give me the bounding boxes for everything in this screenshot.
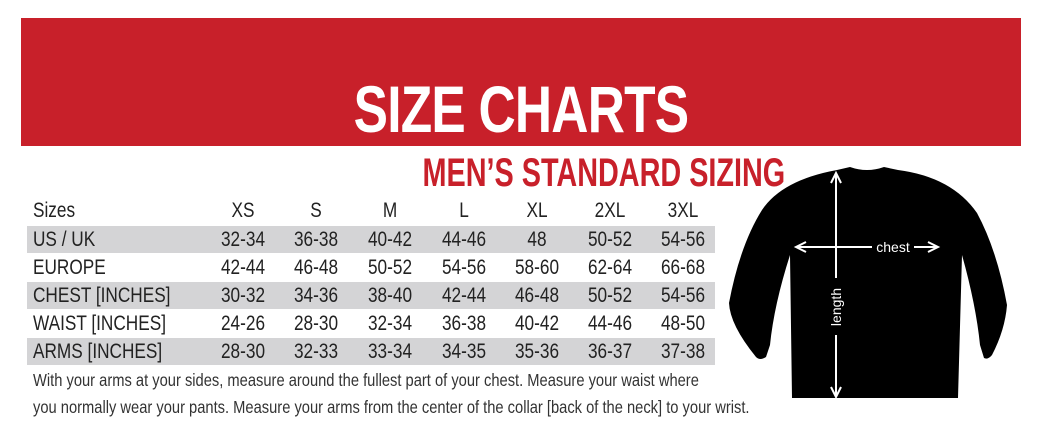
table-header-row: Sizes XS S M L XL 2XL 3XL [27,197,715,224]
table-cell: 42-44 [220,256,266,279]
table-row: CHEST [INCHES] 30-32 34-36 38-40 42-44 46-48 5… [27,282,715,309]
table-row: ARMS [INCHES] 28-30 32-33 33-34 34-35 35-36 36… [27,338,715,365]
table-cell: 48-50 [660,312,706,335]
shirt-diagram: chest length [729,167,1007,400]
table-cell: XS [231,199,255,222]
table-cell: 46-48 [293,256,339,279]
table-cell: 66-68 [660,256,706,279]
row-label: US / UK [33,228,96,251]
table-cell: 54-56 [660,284,706,307]
table-row: US / UK 32-34 36-38 40-42 44-46 48 50-52 54-56 [27,226,715,253]
table-cell: 40-42 [367,228,413,251]
chest-label: chest [876,239,910,255]
table-cell: 30-32 [220,284,266,307]
table-cell: 28-30 [220,340,266,363]
table-cell: 40-42 [514,312,560,335]
table-cell: 36-38 [441,312,487,335]
length-label: length [828,288,844,326]
table-cell: 37-38 [660,340,706,363]
row-label: WAIST [INCHES] [33,312,166,335]
table-cell: XL [526,199,548,222]
table-cell: M [382,199,398,222]
row-label: Sizes [33,199,76,222]
measure-arrows [793,170,941,400]
table-cell: 24-26 [220,312,266,335]
title-banner: SIZE CHARTS [21,18,1021,146]
table-cell: 36-38 [293,228,339,251]
note-line-2: you normally wear your pants. Measure yo… [33,397,750,417]
table-cell: 3XL [667,199,699,222]
table-cell: 50-52 [367,256,413,279]
table-cell: 34-35 [441,340,487,363]
table-cell: 54-56 [441,256,487,279]
table-cell: 36-37 [587,340,633,363]
subtitle-text: MEN’S STANDARD SIZING [422,151,786,195]
table-cell: 58-60 [514,256,560,279]
table-cell: 32-34 [220,228,266,251]
table-cell: 50-52 [587,284,633,307]
table-cell: 48 [527,228,547,251]
page-title: SIZE CHARTS [353,72,689,146]
table-cell: 46-48 [514,284,560,307]
shirt-silhouette [729,167,1007,398]
table-cell: 38-40 [367,284,413,307]
table-cell: 28-30 [293,312,339,335]
table-cell: 32-34 [367,312,413,335]
table-cell: 35-36 [514,340,560,363]
table-cell: 44-46 [587,312,633,335]
table-cell: 42-44 [441,284,487,307]
table-row: WAIST [INCHES] 24-26 28-30 32-34 36-38 40-42 4… [27,310,715,337]
note-line-1: With your arms at your sides, measure ar… [33,370,699,390]
table-cell: 34-36 [293,284,339,307]
row-label: EUROPE [33,256,106,279]
table-cell: 33-34 [367,340,413,363]
row-label: ARMS [INCHES] [33,340,163,363]
table-cell: 2XL [594,199,626,222]
subtitle: MEN’S STANDARD SIZING [352,152,786,194]
table-cell: L [459,199,469,222]
table-cell: 62-64 [587,256,633,279]
table-cell: 54-56 [660,228,706,251]
table-row: EUROPE 42-44 46-48 50-52 54-56 58-60 62-64 66-6… [27,254,715,281]
table-cell: 44-46 [441,228,487,251]
row-label: CHEST [INCHES] [33,284,171,307]
table-cell: 50-52 [587,228,633,251]
table-cell: 32-33 [293,340,339,363]
table-cell: S [310,199,322,222]
